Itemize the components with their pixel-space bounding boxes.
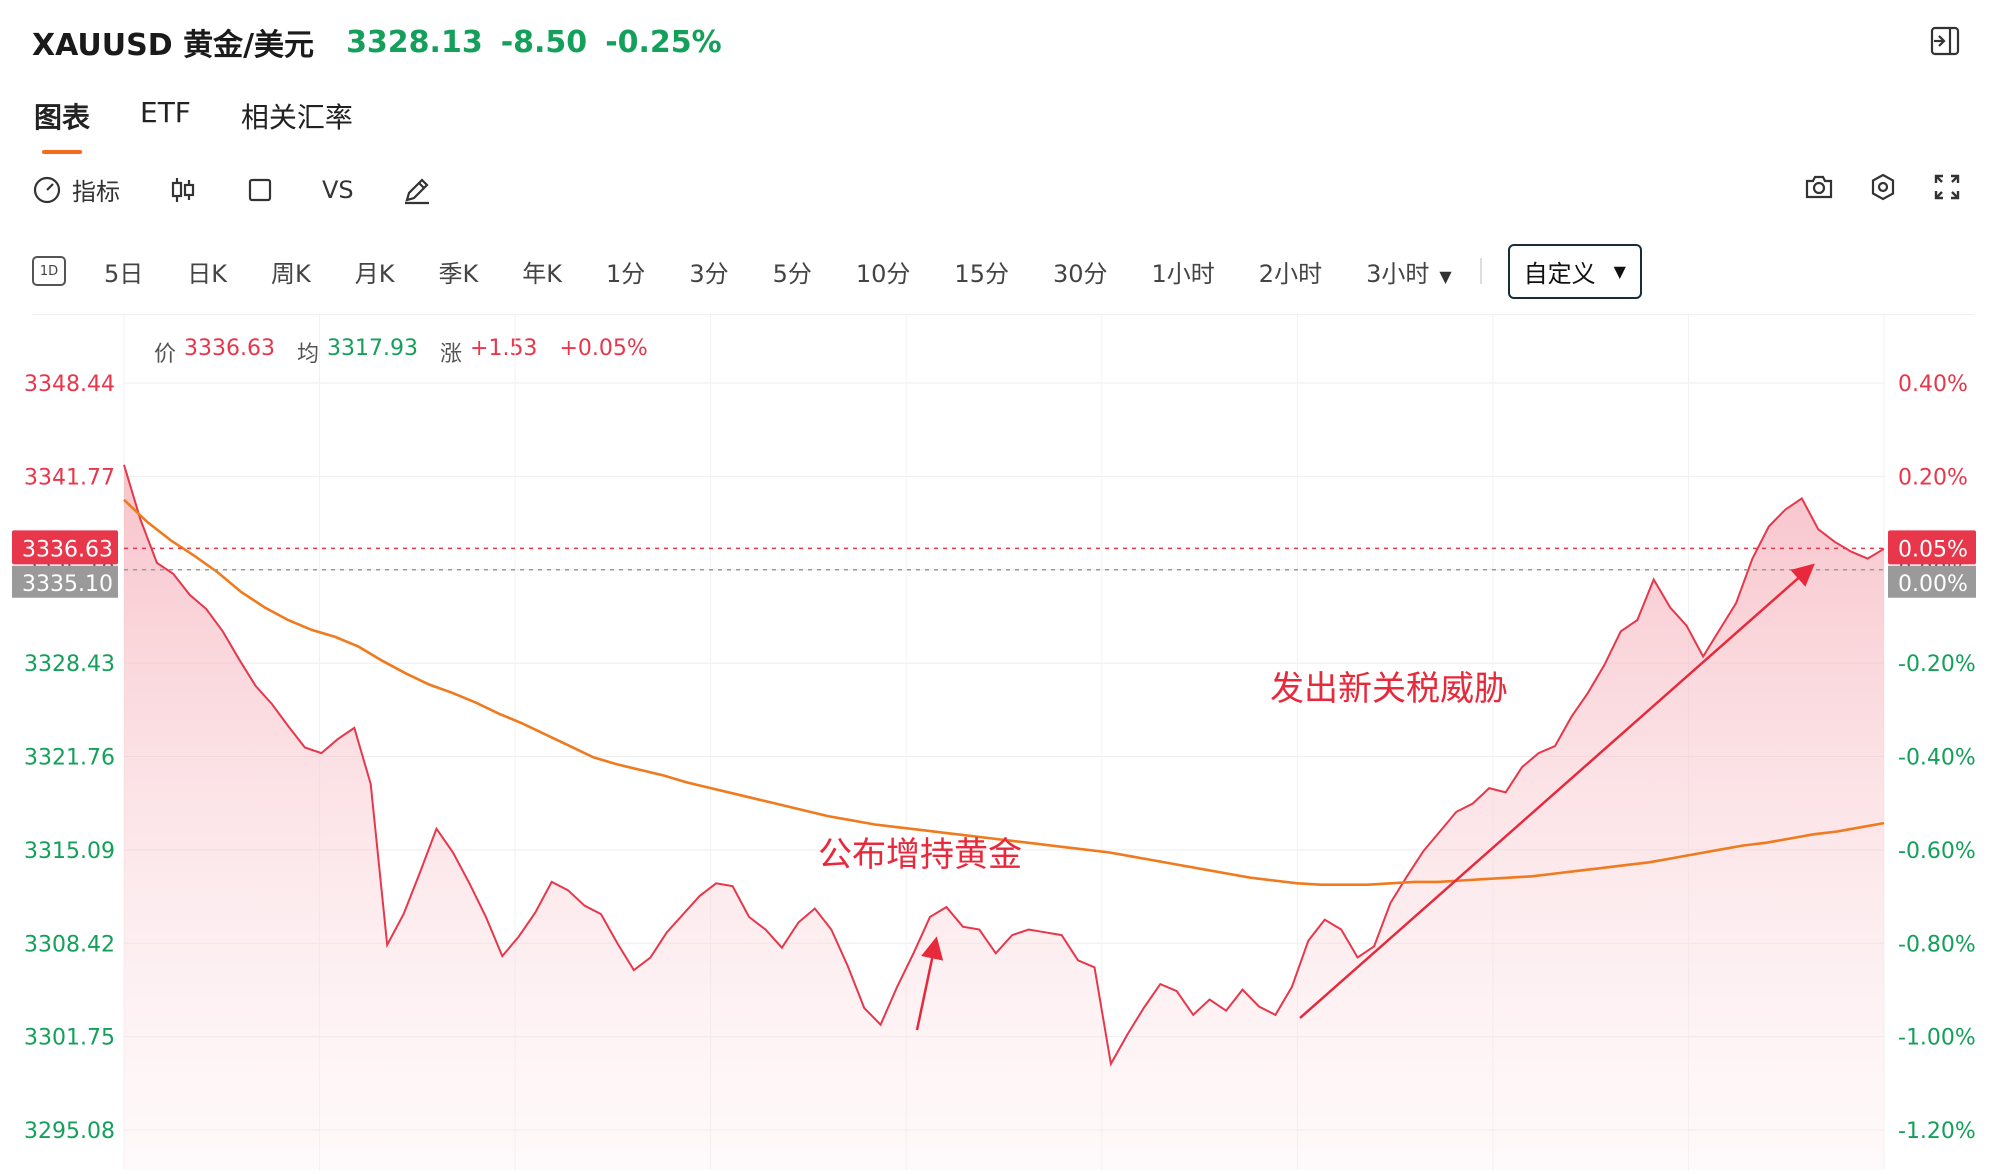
average-price-line <box>123 498 1885 886</box>
avg-label: 均 <box>297 342 320 367</box>
settings-icon <box>1868 172 1898 202</box>
period-day-k[interactable]: 日K <box>187 259 228 288</box>
y-tick-label: 3308.42 <box>24 932 115 957</box>
settings-button[interactable] <box>1868 172 1898 202</box>
main-tabs: 图表 ETF 相关汇率 <box>34 96 403 154</box>
change-value: +1.53 <box>470 336 538 361</box>
y-tick-label: 3295.08 <box>24 1119 115 1144</box>
annotation-arrow-long <box>1299 563 1815 1019</box>
avg-value: 3317.93 <box>327 336 418 361</box>
pct-tick-label: -1.20% <box>1898 1119 1976 1144</box>
price-line <box>123 464 1885 1067</box>
draw-tool-button[interactable] <box>402 175 432 205</box>
custom-period-label: 自定义 <box>1523 259 1596 288</box>
pct-tick-label: -0.40% <box>1898 746 1976 771</box>
pct-tick-label: -0.80% <box>1898 932 1976 957</box>
crosshair-info: 价 3336.63 均 3317.93 涨 +1.53 +0.05% <box>154 336 670 368</box>
toolbar-divider <box>32 314 1974 315</box>
change-pct-value: +0.05% <box>559 336 648 361</box>
price-value: 3336.63 <box>184 336 275 361</box>
change-label: 涨 <box>440 342 463 367</box>
indicator-gauge-icon <box>32 175 62 205</box>
indicator-label: 指标 <box>72 178 120 206</box>
square-icon <box>246 176 274 204</box>
pct-tick-label: -0.20% <box>1898 652 1976 677</box>
camera-icon <box>1804 172 1834 202</box>
fullscreen-icon <box>1932 172 1962 202</box>
pct-tick-label: 0.20% <box>1898 465 1968 490</box>
chart-toolbar: 指标 VS <box>32 172 480 207</box>
period-selector: 1D 5日 日K 周K 月K 季K 年K 1分 3分 5分 10分 15分 30… <box>32 243 1972 299</box>
period-3m[interactable]: 3分 <box>689 259 729 288</box>
period-2h[interactable]: 2小时 <box>1258 259 1323 288</box>
pencil-icon <box>402 175 432 205</box>
chart-toolbar-right <box>1770 172 1962 202</box>
period-1m[interactable]: 1分 <box>606 259 646 288</box>
pct-tick-label: 0.40% <box>1898 372 1968 397</box>
prev-close-pct-text: 0.00% <box>1898 572 1968 597</box>
pct-tick-label: -0.60% <box>1898 839 1976 864</box>
prev-close-badge-right <box>1888 565 1976 598</box>
sidebar-collapse-icon[interactable] <box>1930 26 1960 56</box>
quote-header: XAUUSD 黄金/美元 3328.13 -8.50 -0.25% <box>32 22 722 64</box>
period-3h-label: 3小时 <box>1366 259 1430 288</box>
y-tick-label: 3321.76 <box>24 746 115 771</box>
y-tick-label: 3315.09 <box>24 839 115 864</box>
y-tick-label: 3341.77 <box>24 465 115 490</box>
tab-related-fx[interactable]: 相关汇率 <box>240 101 353 134</box>
period-5m[interactable]: 5分 <box>772 259 812 288</box>
current-price-badge-text: 3336.63 <box>22 537 113 562</box>
period-year-k[interactable]: 年K <box>522 259 563 288</box>
tab-etf[interactable]: ETF <box>140 96 191 129</box>
y-tick-label: 3328.43 <box>24 652 115 677</box>
annotation-tariff-threat: 发出新关税威胁 <box>1270 669 1508 709</box>
price-change: -8.50 <box>500 24 588 60</box>
price-area-fill <box>124 464 1884 1170</box>
last-price: 3328.13 <box>346 24 483 60</box>
current-price-badge-left <box>12 530 118 565</box>
compare-vs-button[interactable]: VS <box>322 175 354 204</box>
symbol-title: XAUUSD 黄金/美元 <box>32 28 315 63</box>
screenshot-button[interactable] <box>1804 172 1834 202</box>
price-change-pct: -0.25% <box>605 24 722 60</box>
chevron-down-icon: ▼ <box>1439 266 1452 286</box>
tab-chart[interactable]: 图表 <box>34 96 90 154</box>
period-month-k[interactable]: 月K <box>354 259 395 288</box>
period-5d[interactable]: 5日 <box>104 259 144 288</box>
prev-close-badge-text: 3335.10 <box>22 572 113 597</box>
chevron-down-icon: ▼ <box>1613 261 1626 281</box>
fullscreen-button[interactable] <box>1932 172 1962 202</box>
y-tick-label: 3348.44 <box>24 372 115 397</box>
period-1h[interactable]: 1小时 <box>1151 259 1215 288</box>
pct-tick-label: -1.00% <box>1898 1026 1976 1051</box>
y-tick-label: 3301.75 <box>24 1026 115 1051</box>
candlestick-icon <box>168 175 198 205</box>
period-quarter-k[interactable]: 季K <box>438 259 479 288</box>
one-day-icon[interactable]: 1D <box>32 256 66 286</box>
period-divider <box>1479 258 1482 284</box>
annotation-gold-purchase: 公布增持黄金 <box>818 835 1022 875</box>
custom-period-dropdown[interactable]: 自定义 ▼ <box>1507 243 1642 299</box>
draw-rect-button[interactable] <box>246 176 274 204</box>
current-pct-badge-text: 0.05% <box>1898 537 1968 562</box>
prev-close-badge-left <box>12 565 118 598</box>
indicator-button[interactable]: 指标 <box>32 172 120 207</box>
period-3h-dropdown[interactable]: 3小时 ▼ <box>1366 254 1452 289</box>
period-30m[interactable]: 30分 <box>1052 259 1108 288</box>
period-10m[interactable]: 10分 <box>855 259 911 288</box>
period-15m[interactable]: 15分 <box>954 259 1009 288</box>
period-week-k[interactable]: 周K <box>271 259 311 288</box>
annotation-arrow-short <box>915 936 944 1031</box>
chart-type-button[interactable] <box>168 175 198 205</box>
price-label: 价 <box>154 342 177 367</box>
current-pct-badge-right <box>1888 530 1976 565</box>
